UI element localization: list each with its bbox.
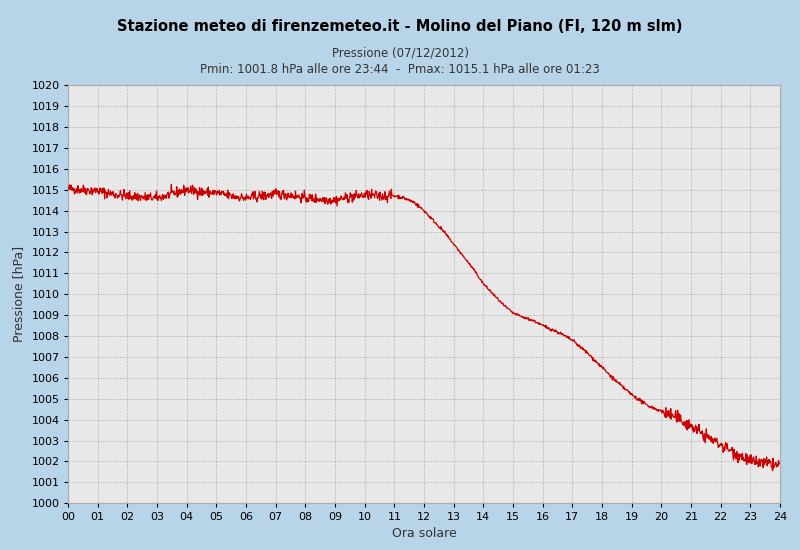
Text: Stazione meteo di firenzemeteo.it - Molino del Piano (FI, 120 m slm): Stazione meteo di firenzemeteo.it - Moli… — [118, 19, 682, 34]
X-axis label: Ora solare: Ora solare — [392, 527, 456, 540]
Y-axis label: Pressione [hPa]: Pressione [hPa] — [11, 246, 25, 342]
Text: Pmin: 1001.8 hPa alle ore 23:44  -  Pmax: 1015.1 hPa alle ore 01:23: Pmin: 1001.8 hPa alle ore 23:44 - Pmax: … — [200, 63, 600, 76]
Text: Pressione (07/12/2012): Pressione (07/12/2012) — [331, 47, 469, 60]
